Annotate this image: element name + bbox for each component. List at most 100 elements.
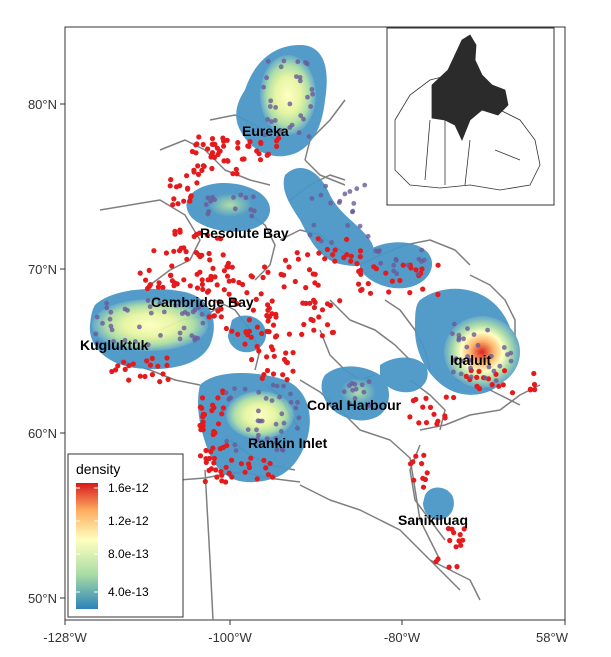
overlay-point — [309, 196, 315, 201]
occurrence-point — [246, 317, 252, 323]
overlay-point — [491, 368, 497, 374]
occurrence-point — [244, 290, 250, 296]
occurrence-point — [354, 261, 360, 267]
occurrence-point — [171, 283, 177, 289]
overlay-point — [281, 420, 287, 426]
occurrence-point — [169, 263, 175, 269]
overlay-point — [309, 87, 315, 92]
occurrence-point — [270, 322, 277, 328]
occurrence-point — [137, 373, 143, 379]
overlay-point — [264, 75, 269, 81]
overlay-point — [145, 342, 151, 348]
overlay-points — [93, 58, 514, 453]
occurrence-point — [194, 141, 200, 147]
overlay-point — [323, 183, 329, 189]
overlay-point — [148, 310, 154, 316]
occurrence-point — [476, 368, 482, 374]
overlay-point — [111, 339, 116, 344]
y-tick-50: 50°N — [28, 591, 57, 606]
occurrence-point — [270, 474, 276, 480]
overlay-point — [416, 256, 422, 262]
occurrence-point — [214, 282, 220, 288]
occurrence-point — [248, 455, 254, 461]
occurrence-point — [454, 564, 460, 570]
occurrence-point — [181, 198, 187, 204]
overlay-point — [294, 74, 299, 79]
occurrence-point — [207, 257, 213, 263]
overlay-point — [274, 447, 280, 453]
overlay-point — [295, 425, 300, 431]
occurrence-point — [423, 420, 430, 426]
occurrence-point — [238, 461, 244, 467]
overlay-point — [177, 336, 183, 342]
occurrence-point — [424, 470, 430, 476]
occurrence-point — [245, 143, 251, 149]
occurrence-point — [254, 476, 260, 482]
occurrence-point — [463, 373, 469, 379]
occurrence-point — [322, 256, 328, 262]
occurrence-point — [319, 333, 325, 339]
occurrence-point — [265, 307, 271, 313]
occurrence-point — [400, 262, 406, 268]
occurrence-point — [299, 331, 305, 337]
legend-label-1: 1.6e-12 — [108, 481, 149, 495]
overlay-point — [179, 311, 185, 316]
overlay-point — [256, 432, 261, 438]
occurrence-point — [211, 313, 217, 319]
occurrence-point — [253, 296, 259, 302]
occurrence-point — [181, 277, 187, 283]
overlay-point — [497, 363, 503, 369]
occurrence-point — [189, 148, 195, 155]
occurrence-point — [286, 331, 292, 337]
overlay-point — [231, 195, 236, 200]
overlay-point — [208, 198, 214, 204]
occurrence-point — [457, 532, 463, 538]
occurrence-point — [419, 266, 425, 272]
occurrence-point — [130, 361, 136, 367]
occurrence-point — [210, 431, 216, 438]
overlay-point — [467, 357, 473, 363]
occurrence-point — [281, 284, 287, 290]
occurrence-point — [221, 143, 227, 149]
occurrence-point — [434, 421, 440, 427]
occurrence-point — [442, 413, 448, 419]
occurrence-point — [284, 377, 290, 383]
overlay-point — [281, 383, 286, 389]
occurrence-point — [358, 271, 364, 277]
occurrence-point — [265, 269, 271, 275]
occurrence-point — [195, 163, 201, 169]
overlay-point — [508, 350, 514, 356]
occurrence-point — [410, 459, 416, 465]
occurrence-point — [226, 470, 232, 476]
overlay-point — [203, 202, 209, 208]
occurrence-point — [157, 379, 163, 385]
occurrence-point — [204, 289, 211, 295]
occurrence-point — [474, 374, 480, 380]
x-tick-128: -128°W — [43, 630, 87, 645]
overlay-point — [274, 440, 279, 446]
occurrence-point — [197, 422, 203, 429]
occurrence-point — [204, 232, 210, 238]
occurrence-point — [489, 382, 495, 388]
overlay-point — [256, 408, 261, 414]
occurrence-point — [199, 281, 205, 287]
overlay-point — [181, 325, 187, 331]
occurrence-point — [211, 460, 217, 466]
occurrence-point — [243, 329, 249, 335]
occurrence-point — [230, 278, 236, 284]
overlay-point — [353, 386, 359, 392]
occurrence-point — [146, 267, 152, 273]
occurrence-point — [419, 461, 425, 467]
overlay-point — [265, 117, 270, 122]
occurrence-point — [165, 376, 171, 382]
occurrence-point — [357, 248, 364, 254]
occurrence-point — [209, 136, 216, 142]
occurrence-point — [137, 270, 143, 276]
overlay-point — [270, 382, 276, 388]
occurrence-point — [240, 281, 246, 288]
overlay-point — [185, 311, 191, 317]
occurrence-point — [453, 544, 459, 550]
occurrence-point — [208, 466, 214, 472]
occurrence-point — [435, 262, 441, 268]
y-tick-60: 60°N — [28, 426, 57, 441]
